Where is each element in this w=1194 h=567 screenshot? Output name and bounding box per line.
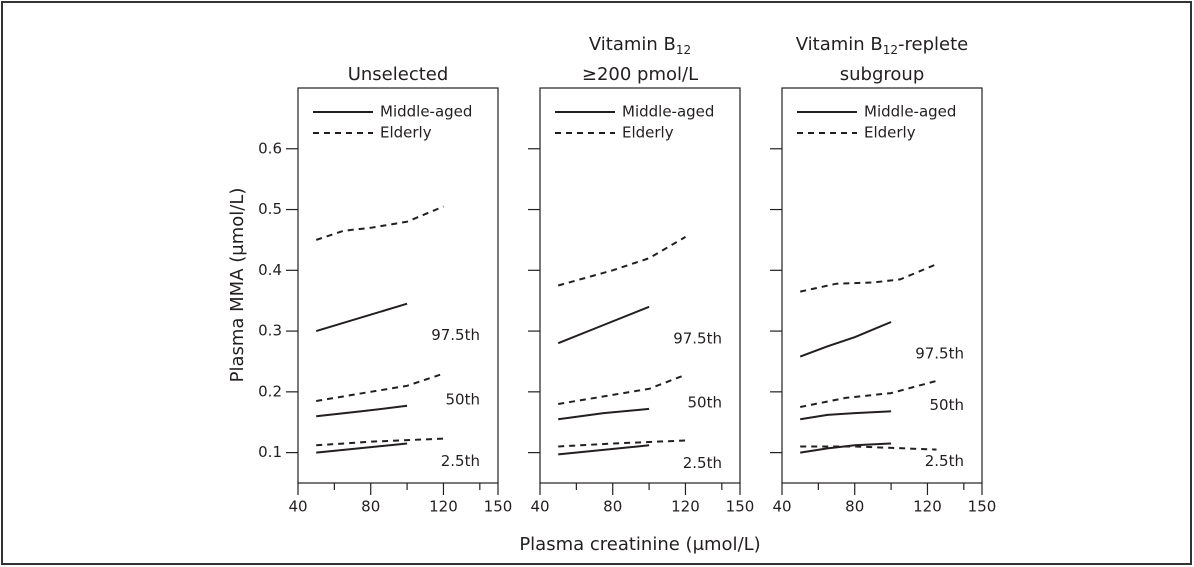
percentile-label: 2.5th (925, 452, 964, 470)
legend-label: Middle-aged (380, 103, 472, 121)
x-tick-label: 150 (726, 498, 755, 516)
y-tick-label: 0.1 (258, 443, 282, 461)
panel-title: Unselected (348, 64, 449, 85)
title-part: subgroup (840, 64, 925, 85)
panel-title: ≥200 pmol/L (582, 64, 698, 85)
curve (315, 205, 444, 241)
x-tick-label: 80 (845, 498, 864, 516)
y-axis-label: Plasma MMA (μmol/L) (227, 188, 248, 383)
x-tick-label: 150 (968, 498, 997, 516)
curve (800, 410, 892, 421)
curve (316, 437, 444, 447)
curve (799, 263, 937, 293)
panel-title: Vitamin B12-replete (796, 34, 969, 57)
percentile-label: 97.5th (915, 344, 964, 362)
y-tick-label: 0.2 (258, 382, 282, 400)
curve (558, 439, 686, 448)
plot-frame (781, 87, 983, 484)
curve (316, 404, 408, 418)
percentile-label: 50th (446, 390, 480, 408)
percentile-label: 2.5th (683, 454, 722, 472)
title-part: Vitamin B (796, 34, 883, 55)
percentile-label: 97.5th (673, 329, 722, 347)
percentile-label: 97.5th (431, 326, 480, 344)
plot-frame (297, 87, 499, 484)
x-tick-label: 150 (484, 498, 513, 516)
legend-label: Middle-aged (864, 103, 956, 121)
y-tick-label: 0.5 (258, 200, 282, 218)
x-tick-label: 120 (913, 498, 942, 516)
curve (557, 236, 687, 287)
title-subscript: 12 (676, 43, 691, 57)
curve (316, 442, 408, 454)
percentile-label: 2.5th (441, 452, 480, 470)
x-axis-label: Plasma creatinine (μmol/L) (519, 534, 760, 555)
y-tick-label: 0.6 (258, 139, 282, 157)
panel-title: Vitamin B12 (589, 34, 691, 57)
title-part: ≥200 pmol/L (582, 64, 698, 85)
title-subscript: 12 (883, 43, 898, 57)
y-tick-label: 0.3 (258, 322, 282, 340)
title-part: Vitamin B (589, 34, 676, 55)
y-tick-label: 0.4 (258, 261, 282, 279)
curve (557, 305, 650, 345)
x-tick-label: 40 (530, 498, 549, 516)
curve (800, 379, 937, 408)
legend-label: Elderly (622, 124, 674, 142)
curve (316, 372, 444, 402)
plot-frame (539, 87, 741, 484)
title-part: -replete (898, 34, 968, 55)
legend-label: Elderly (864, 124, 916, 142)
curve (558, 407, 650, 421)
x-tick-label: 40 (288, 498, 307, 516)
curve (800, 442, 892, 454)
curve (315, 302, 408, 333)
percentile-label: 50th (688, 393, 722, 411)
x-tick-label: 40 (772, 498, 791, 516)
percentile-label: 50th (930, 396, 964, 414)
curve (558, 444, 650, 456)
curve (799, 321, 892, 358)
legend-label: Elderly (380, 124, 432, 142)
x-tick-label: 120 (671, 498, 700, 516)
curve (558, 373, 686, 405)
x-tick-label: 120 (429, 498, 458, 516)
x-tick-label: 80 (603, 498, 622, 516)
panel-title: subgroup (840, 64, 925, 85)
title-part: Unselected (348, 64, 449, 85)
x-tick-label: 80 (361, 498, 380, 516)
legend-label: Middle-aged (622, 103, 714, 121)
